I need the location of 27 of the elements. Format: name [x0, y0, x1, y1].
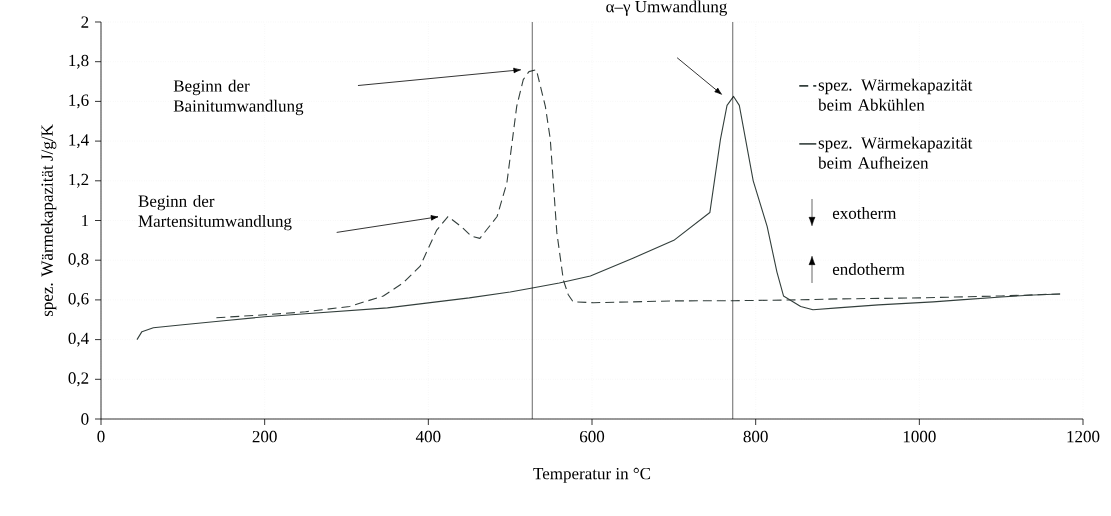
annotation: Beginn der Martensitumwandlung	[138, 194, 292, 231]
annotation: Beginn der Bainitumwandlung	[173, 79, 304, 116]
y-tick-label: 1	[82, 214, 89, 227]
annotation: exotherm	[832, 207, 897, 219]
x-tick-label: 800	[743, 430, 768, 443]
legend-label: spez. Wärmekapazität beim Aufheizen	[818, 136, 973, 169]
y-tick-label: 1,8	[69, 54, 89, 69]
x-tick-label: 1200	[1067, 430, 1100, 443]
annotation: endotherm	[832, 263, 905, 275]
x-tick-label: 400	[415, 430, 441, 443]
x-tick-label: 600	[579, 430, 605, 443]
legend-label: spez. Wärmekapazität beim Abkühlen	[818, 78, 973, 111]
text: α–γ Umwandlung	[606, 0, 728, 16]
x-tick-label: 200	[252, 430, 277, 443]
x-axis-title: Temperatur in °C	[533, 467, 651, 483]
y-tick-label: 1,6	[69, 94, 89, 109]
y-tick-label: 2	[81, 16, 89, 28]
y-tick-label: 1,2	[69, 173, 89, 188]
y-tick-label: 0	[81, 413, 89, 425]
y-axis-title: spez. Wärmekapazität J/g/K	[40, 124, 57, 317]
y-tick-label: 0,2	[68, 372, 89, 387]
y-tick-label: 1,4	[69, 134, 89, 149]
y-tick-label: 0,8	[68, 253, 89, 268]
y-tick-label: 0,4	[68, 332, 89, 347]
x-tick-label: 0	[97, 430, 105, 443]
x-tick-label: 1000	[903, 430, 936, 443]
y-tick-label: 0,6	[68, 292, 89, 307]
